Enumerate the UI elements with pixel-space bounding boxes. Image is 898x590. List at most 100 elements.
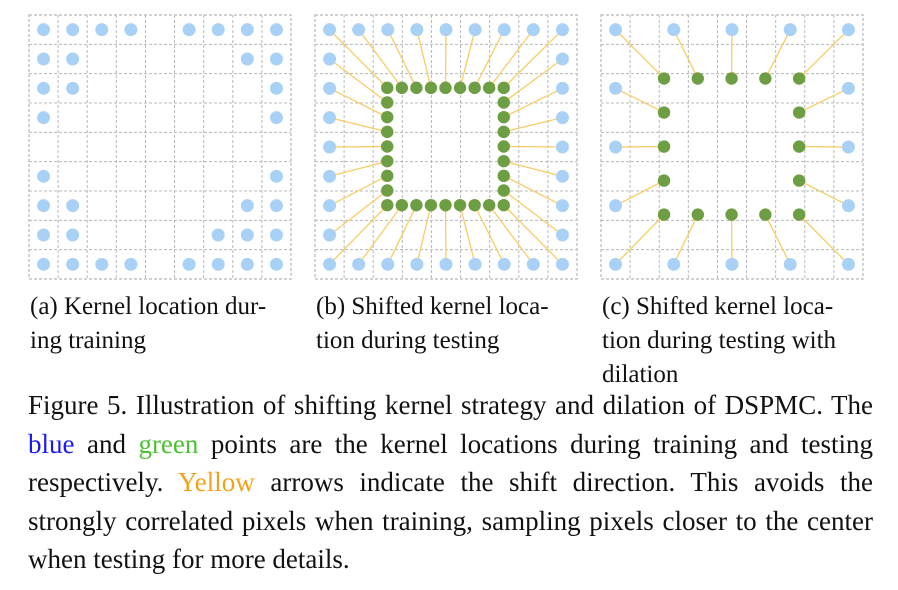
kernel-point-blue — [439, 257, 453, 271]
shift-arrow — [798, 214, 849, 265]
kernel-point-green — [381, 125, 394, 139]
kernel-point-green — [497, 169, 510, 183]
kernel-point-blue — [124, 257, 138, 271]
kernel-point-green — [381, 198, 394, 212]
kernel-point-blue — [269, 257, 283, 271]
kernel-point-green — [497, 198, 510, 212]
shift-arrow — [459, 29, 476, 88]
kernel-point-green — [468, 81, 481, 95]
kernel-point-blue — [269, 23, 283, 37]
kernel-point-blue — [555, 111, 569, 125]
kernel-point-green — [792, 174, 806, 187]
shift-arrow — [329, 175, 388, 207]
kernel-point-green — [381, 169, 394, 183]
points — [37, 23, 283, 271]
kernel-point-blue — [95, 23, 109, 37]
shift-arrow — [459, 205, 476, 265]
kernel-point-blue — [667, 23, 681, 37]
shift-arrow — [503, 204, 563, 265]
kernel-point-blue — [555, 199, 569, 213]
shift-arrow — [358, 29, 403, 89]
shift-arrow — [329, 204, 388, 265]
kernel-point-green — [497, 184, 510, 197]
kernel-point-green — [381, 96, 394, 109]
kernel-point-green — [468, 198, 481, 212]
kernel-point-green — [482, 81, 496, 95]
kernel-point-blue — [381, 23, 395, 37]
kernel-point-blue — [323, 52, 337, 66]
kernel-point-blue — [240, 52, 254, 66]
subcaption-c-line1: (c) Shifted kernel loca- — [602, 293, 834, 320]
shift-arrow — [329, 189, 388, 236]
kernel-point-green — [424, 81, 438, 95]
shift-arrow — [488, 204, 534, 265]
panel-a-kernel-training — [28, 14, 292, 280]
kernel-point-green — [759, 72, 772, 85]
kernel-point-green — [453, 81, 467, 95]
kernel-point-green — [381, 184, 394, 197]
kernel-point-green — [657, 140, 671, 153]
kernel-point-blue — [555, 81, 569, 95]
shift-arrow — [503, 189, 563, 236]
kernel-point-green — [657, 174, 671, 187]
kernel-point-blue — [526, 257, 540, 271]
kernel-point-blue — [66, 228, 80, 242]
kernel-point-green — [439, 198, 452, 212]
kernel-point-green — [439, 81, 452, 95]
shift-arrow — [329, 58, 388, 104]
kernel-point-green — [792, 106, 806, 119]
subcaption-b-line1: (b) Shifted kernel loca- — [316, 293, 549, 320]
kernel-point-green — [725, 72, 738, 85]
kernel-point-green — [657, 208, 671, 221]
kernel-point-blue — [725, 257, 739, 271]
kernel-point-blue — [37, 111, 51, 125]
points — [609, 23, 855, 271]
kernel-point-blue — [269, 111, 283, 125]
caption-text-2: and — [74, 428, 139, 459]
kernel-point-blue — [323, 23, 337, 37]
kernel-point-blue — [725, 23, 739, 37]
kernel-point-blue — [124, 23, 138, 37]
kernel-point-blue — [211, 23, 225, 37]
shift-arrow — [474, 204, 505, 265]
kernel-point-blue — [609, 257, 623, 271]
kernel-point-blue — [66, 52, 80, 66]
kernel-point-blue — [37, 23, 51, 37]
panel-c-shifted-dilation — [600, 14, 864, 280]
shift-arrow — [798, 180, 849, 207]
points — [323, 23, 569, 271]
kernel-point-blue — [841, 81, 855, 95]
shift-arrow — [329, 160, 388, 177]
grid-border — [314, 14, 578, 280]
subcaption-c-line3: dilation — [602, 361, 679, 388]
kernel-point-green — [792, 140, 806, 153]
kernel-point-green — [482, 198, 496, 212]
kernel-point-blue — [240, 23, 254, 37]
kernel-point-blue — [410, 23, 424, 37]
kernel-point-blue — [323, 81, 337, 95]
kernel-point-blue — [667, 257, 681, 271]
shift-arrow — [503, 58, 563, 104]
shift-arrow — [444, 29, 447, 88]
kernel-point-blue — [240, 257, 254, 271]
kernel-point-blue — [783, 257, 797, 271]
kernel-point-blue — [37, 81, 51, 95]
kernel-point-green — [497, 96, 510, 109]
kernel-point-blue — [439, 23, 453, 37]
shift-arrow — [503, 160, 563, 177]
shift-arrow — [488, 29, 534, 89]
kernel-point-blue — [555, 140, 569, 154]
caption-blue-word: blue — [28, 428, 75, 459]
shift-arrow — [503, 117, 563, 133]
kernel-point-blue — [609, 81, 623, 95]
kernel-point-blue — [323, 257, 337, 271]
kernel-point-green — [395, 198, 409, 212]
subcaption-b: (b) Shifted kernel loca- tion during tes… — [316, 290, 549, 358]
kernel-point-green — [381, 81, 394, 95]
kernel-point-blue — [269, 52, 283, 66]
shift-arrow — [329, 87, 388, 118]
kernel-point-green — [759, 208, 772, 221]
kernel-point-green — [395, 81, 409, 95]
kernel-point-blue — [66, 23, 80, 37]
kernel-point-green — [691, 208, 705, 221]
